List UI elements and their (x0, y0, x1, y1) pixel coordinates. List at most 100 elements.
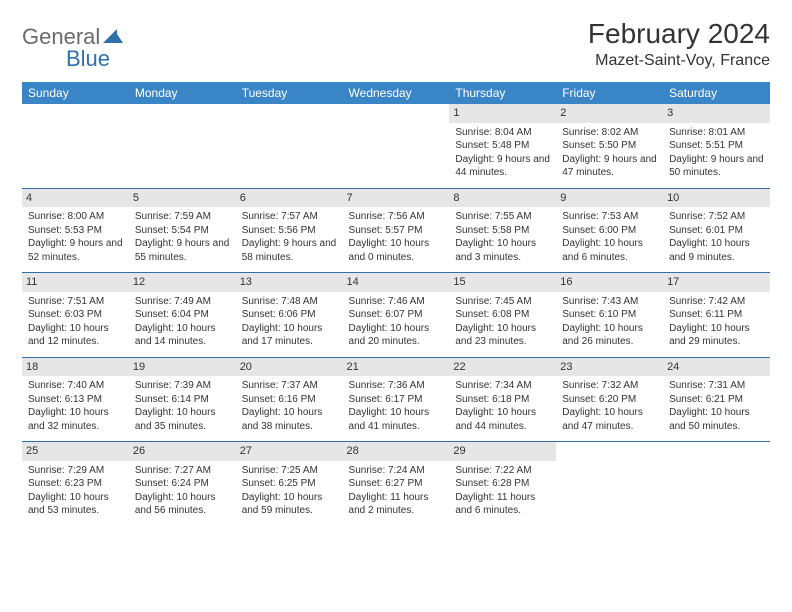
day-detail-line: Sunrise: 7:37 AM (242, 379, 337, 393)
day-detail-line: Daylight: 9 hours and 55 minutes. (135, 237, 230, 264)
day-header: Wednesday (343, 82, 450, 104)
day-detail-line: Sunset: 6:06 PM (242, 308, 337, 322)
day-detail-line: Sunset: 5:54 PM (135, 224, 230, 238)
day-detail-line: Daylight: 10 hours and 56 minutes. (135, 491, 230, 518)
day-detail-line: Sunrise: 7:52 AM (669, 210, 764, 224)
day-number: 3 (663, 104, 770, 123)
day-detail-line: Sunset: 5:57 PM (349, 224, 444, 238)
day-detail-line: Daylight: 10 hours and 53 minutes. (28, 491, 123, 518)
empty-cell (236, 104, 343, 188)
day-number: 29 (449, 442, 556, 461)
day-detail-line: Sunset: 6:28 PM (455, 477, 550, 491)
day-number: 6 (236, 189, 343, 208)
day-cell: 6Sunrise: 7:57 AMSunset: 5:56 PMDaylight… (236, 189, 343, 273)
day-detail-line: Sunrise: 7:40 AM (28, 379, 123, 393)
day-detail-line: Sunrise: 7:27 AM (135, 464, 230, 478)
day-cell: 20Sunrise: 7:37 AMSunset: 6:16 PMDayligh… (236, 358, 343, 442)
day-number: 26 (129, 442, 236, 461)
day-detail-line: Daylight: 10 hours and 6 minutes. (562, 237, 657, 264)
day-detail-line: Sunset: 6:10 PM (562, 308, 657, 322)
day-detail-line: Sunset: 6:27 PM (349, 477, 444, 491)
day-number: 28 (343, 442, 450, 461)
day-detail-line: Sunset: 6:25 PM (242, 477, 337, 491)
day-cell: 10 Sunrise: 7:52 AMSunset: 6:01 PMDayligh… (663, 189, 770, 273)
day-number: 19 (129, 358, 236, 377)
empty-cell (129, 104, 236, 188)
day-cell: 22Sunrise: 7:34 AMSunset: 6:18 PMDayligh… (449, 358, 556, 442)
day-number: 20 (236, 358, 343, 377)
title-block: February 2024 Mazet-Saint-Voy, France (588, 18, 770, 70)
day-detail-line: Sunset: 5:56 PM (242, 224, 337, 238)
day-cell: 12Sunrise: 7:49 AMSunset: 6:04 PMDayligh… (129, 273, 236, 357)
day-header-row: SundayMondayTuesdayWednesdayThursdayFrid… (22, 82, 770, 104)
day-detail-line: Daylight: 10 hours and 38 minutes. (242, 406, 337, 433)
day-detail-line: Sunrise: 8:02 AM (562, 126, 657, 140)
day-header: Thursday (449, 82, 556, 104)
day-detail-line: Sunrise: 7:51 AM (28, 295, 123, 309)
day-detail-line: Daylight: 10 hours and 44 minutes. (455, 406, 550, 433)
day-detail-line: Sunset: 5:53 PM (28, 224, 123, 238)
day-cell: 19Sunrise: 7:39 AMSunset: 6:14 PMDayligh… (129, 358, 236, 442)
day-number: 1 (449, 104, 556, 123)
day-detail-line: Sunrise: 7:39 AM (135, 379, 230, 393)
day-detail-line: Sunrise: 7:56 AM (349, 210, 444, 224)
day-cell: 26 Sunrise: 7:27 AMSunset: 6:24 PMDayligh… (129, 442, 236, 524)
day-detail-line: Sunset: 5:50 PM (562, 139, 657, 153)
day-number: 23 (556, 358, 663, 377)
empty-cell (663, 442, 770, 524)
day-detail-line: Sunset: 6:01 PM (669, 224, 764, 238)
day-detail-line: Sunrise: 7:29 AM (28, 464, 123, 478)
day-cell: 24Sunrise: 7:31 AMSunset: 6:21 PMDayligh… (663, 358, 770, 442)
day-detail-line: Daylight: 10 hours and 59 minutes. (242, 491, 337, 518)
day-number: 11 (22, 273, 129, 292)
day-detail-line: Sunrise: 7:43 AM (562, 295, 657, 309)
location: Mazet-Saint-Voy, France (588, 52, 770, 70)
day-detail-line: Sunrise: 7:34 AM (455, 379, 550, 393)
day-detail-line: Daylight: 10 hours and 12 minutes. (28, 322, 123, 349)
day-detail-line: Sunset: 6:24 PM (135, 477, 230, 491)
day-detail-line: Daylight: 10 hours and 0 minutes. (349, 237, 444, 264)
day-detail-line: Sunrise: 7:59 AM (135, 210, 230, 224)
day-cell: 16Sunrise: 7:43 AMSunset: 6:10 PMDayligh… (556, 273, 663, 357)
month-title: February 2024 (588, 18, 770, 50)
day-detail-line: Daylight: 9 hours and 47 minutes. (562, 153, 657, 180)
day-detail-line: Sunset: 6:23 PM (28, 477, 123, 491)
day-header: Sunday (22, 82, 129, 104)
day-number: 10 (663, 189, 770, 208)
day-detail-line: Sunrise: 7:46 AM (349, 295, 444, 309)
day-detail-line: Daylight: 10 hours and 41 minutes. (349, 406, 444, 433)
day-header: Tuesday (236, 82, 343, 104)
day-number: 18 (22, 358, 129, 377)
day-number: 2 (556, 104, 663, 123)
day-detail-line: Sunrise: 8:00 AM (28, 210, 123, 224)
day-detail-line: Sunrise: 8:01 AM (669, 126, 764, 140)
day-detail-line: Sunset: 6:21 PM (669, 393, 764, 407)
day-detail-line: Daylight: 10 hours and 9 minutes. (669, 237, 764, 264)
day-number: 21 (343, 358, 450, 377)
day-detail-line: Sunset: 6:00 PM (562, 224, 657, 238)
day-detail-line: Daylight: 10 hours and 14 minutes. (135, 322, 230, 349)
day-detail-line: Daylight: 10 hours and 47 minutes. (562, 406, 657, 433)
day-number: 15 (449, 273, 556, 292)
day-cell: 18Sunrise: 7:40 AMSunset: 6:13 PMDayligh… (22, 358, 129, 442)
day-detail-line: Sunset: 6:03 PM (28, 308, 123, 322)
day-number: 24 (663, 358, 770, 377)
header: General February 2024 Mazet-Saint-Voy, F… (22, 18, 770, 70)
day-detail-line: Sunrise: 7:42 AM (669, 295, 764, 309)
day-detail-line: Sunset: 5:51 PM (669, 139, 764, 153)
day-detail-line: Daylight: 10 hours and 29 minutes. (669, 322, 764, 349)
day-detail-line: Sunrise: 7:57 AM (242, 210, 337, 224)
day-detail-line: Sunrise: 7:53 AM (562, 210, 657, 224)
calendar-table: SundayMondayTuesdayWednesdayThursdayFrid… (22, 82, 770, 524)
day-detail-line: Daylight: 10 hours and 20 minutes. (349, 322, 444, 349)
day-detail-line: Sunset: 6:14 PM (135, 393, 230, 407)
empty-cell (22, 104, 129, 188)
day-cell: 29Sunrise: 7:22 AMSunset: 6:28 PMDayligh… (449, 442, 556, 524)
day-detail-line: Sunset: 6:18 PM (455, 393, 550, 407)
day-cell: 11 Sunrise: 7:51 AMSunset: 6:03 PMDayligh… (22, 273, 129, 357)
day-detail-line: Sunset: 5:48 PM (455, 139, 550, 153)
day-detail-line: Sunrise: 7:31 AM (669, 379, 764, 393)
day-number: 25 (22, 442, 129, 461)
week-row: 25Sunrise: 7:29 AMSunset: 6:23 PMDayligh… (22, 442, 770, 524)
day-detail-line: Sunrise: 7:49 AM (135, 295, 230, 309)
